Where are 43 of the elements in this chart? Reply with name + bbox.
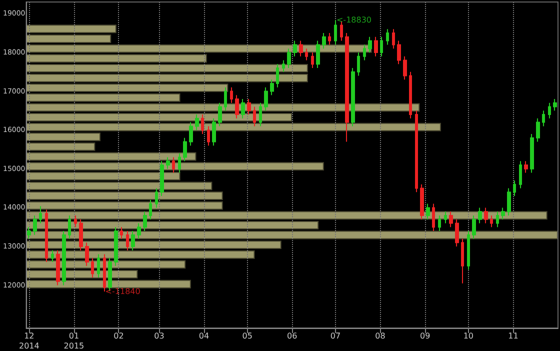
annotation: <-18830 [336, 16, 372, 25]
candlestick [386, 28, 389, 46]
x-tick-label: 05 [242, 332, 252, 340]
candlestick [461, 238, 464, 284]
candlestick [548, 102, 551, 119]
candlestick [530, 133, 534, 174]
candlestick [374, 36, 378, 57]
candlestick [322, 32, 326, 50]
candlestick [519, 160, 522, 189]
candlestick [513, 180, 516, 197]
candlestick [230, 86, 233, 104]
candlestick [207, 126, 210, 146]
x-tick-label: 10 [463, 332, 474, 340]
candlestick [328, 32, 331, 46]
annotation: <-11840 [105, 287, 140, 296]
candlestick [311, 52, 314, 68]
x-tick-label: 01 2015 [64, 332, 84, 350]
candlestick [287, 48, 291, 68]
candlestick [507, 188, 511, 216]
candlestick [553, 98, 557, 112]
candlestick [357, 52, 360, 76]
candlestick [270, 79, 274, 96]
x-tick-label: 08 [375, 332, 386, 340]
x-tick-label: 04 [198, 332, 210, 340]
x-tick-label: 11 [508, 332, 518, 340]
x-tick-label: 12 2014 [18, 332, 40, 350]
candlestick [438, 214, 441, 232]
x-tick-label: 03 [154, 332, 164, 340]
candlestick [392, 28, 395, 50]
candlestick [536, 118, 540, 142]
candlestick [334, 20, 337, 46]
candlestick [403, 56, 407, 80]
candlestick [415, 110, 418, 193]
x-tick-label: 06 [287, 332, 298, 340]
candlestick [490, 214, 493, 228]
x-tick-label: 09 [420, 332, 430, 340]
candlestick [305, 48, 308, 61]
candlestick [397, 40, 401, 65]
x-tick-label: 02 [114, 332, 124, 340]
x-tick-label: 07 [330, 332, 341, 340]
candlestick [380, 36, 383, 57]
candlestick [524, 160, 528, 174]
candlestick [542, 110, 545, 127]
